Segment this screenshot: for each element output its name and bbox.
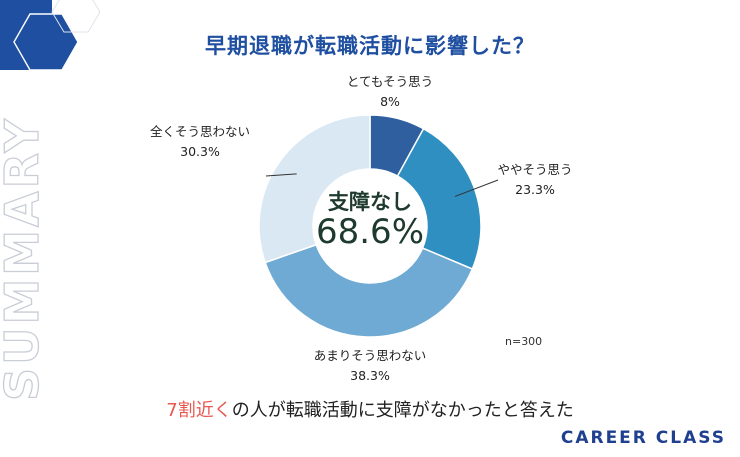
label-slice-0: とてもそう思う 8% bbox=[335, 72, 445, 112]
summary-rest: の人が転職活動に支障がなかったと答えた bbox=[231, 400, 574, 421]
label-slice-3: 全くそう思わない 30.3% bbox=[125, 122, 275, 162]
slice-3-category: 全くそう思わない bbox=[149, 124, 250, 139]
slice-1-value: 23.3% bbox=[515, 182, 555, 197]
donut-slice-1 bbox=[396, 127, 482, 270]
summary-text: 7割近くの人が転職活動に支障がなかったと答えた bbox=[0, 396, 740, 422]
center-label: 支障なし bbox=[328, 190, 412, 214]
label-slice-1: ややそう思う 23.3% bbox=[480, 160, 590, 200]
sample-size-note: n=300 bbox=[505, 335, 543, 348]
leader-line-3 bbox=[265, 173, 297, 177]
label-slice-2: あまりそう思わない 38.3% bbox=[290, 346, 450, 386]
donut-slice-2 bbox=[264, 243, 474, 338]
center-value: 68.6% bbox=[315, 212, 424, 252]
slice-2-category: あまりそう思わない bbox=[313, 348, 427, 363]
slice-3-value: 30.3% bbox=[180, 144, 220, 159]
summary-highlight: 7割近く bbox=[166, 400, 232, 421]
brand-logo-text: CAREER CLASS bbox=[560, 428, 726, 448]
slice-0-category: とてもそう思う bbox=[346, 74, 434, 89]
hexagon-outline bbox=[51, 0, 101, 33]
slice-2-value: 38.3% bbox=[350, 368, 390, 383]
slice-1-category: ややそう思う bbox=[497, 162, 573, 177]
leader-line-1 bbox=[454, 179, 499, 197]
donut-slice-3 bbox=[258, 114, 371, 264]
slice-0-value: 8% bbox=[380, 94, 400, 109]
chart-title: 早期退職が転職活動に影響した？ bbox=[205, 34, 535, 58]
